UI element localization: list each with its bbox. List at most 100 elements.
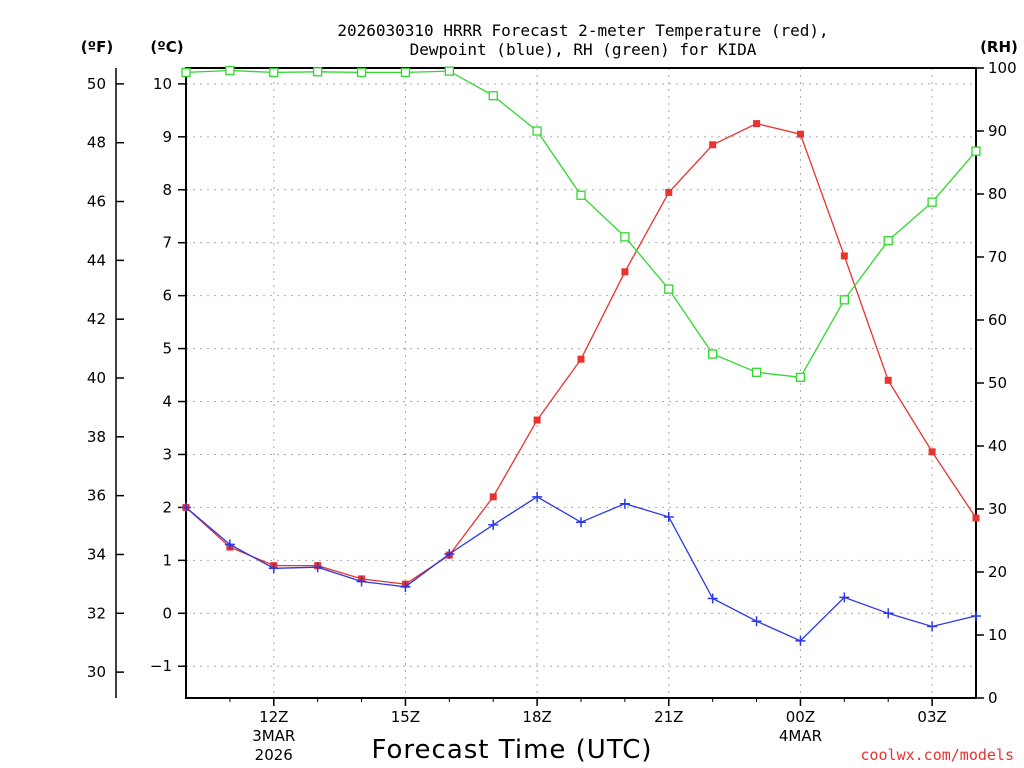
data-point — [356, 576, 367, 587]
rh-tick-label: 70 — [988, 248, 1007, 266]
data-point — [708, 349, 718, 359]
rh-tick-label: 30 — [988, 500, 1007, 518]
data-point — [971, 146, 981, 156]
data-point — [883, 608, 894, 619]
rh-tick-label: 90 — [988, 122, 1007, 140]
data-point — [928, 448, 936, 456]
data-point — [444, 66, 454, 76]
celsius-tick-label: 10 — [153, 75, 172, 93]
celsius-axis-label: (ºC) — [150, 38, 183, 56]
data-point — [269, 67, 279, 78]
data-point — [576, 517, 586, 528]
celsius-tick-label: −1 — [150, 657, 172, 675]
rh-axis-label: (RH) — [980, 38, 1018, 56]
celsius-tick-label: 0 — [162, 604, 172, 622]
data-point — [488, 91, 498, 101]
data-point — [532, 491, 543, 502]
celsius-tick-label: 7 — [162, 234, 172, 252]
fahrenheit-tick-label: 38 — [87, 428, 106, 446]
data-point — [884, 376, 892, 384]
series-layer — [181, 65, 981, 646]
data-point — [795, 635, 806, 646]
data-point — [927, 197, 937, 207]
rh-tick-label: 60 — [988, 311, 1007, 329]
fahrenheit-axis-label: (ºF) — [81, 38, 113, 56]
time-tick-label: 00Z — [786, 708, 815, 726]
gridlines — [186, 68, 976, 698]
fahrenheit-tick-label: 42 — [87, 310, 106, 328]
celsius-tick-label: 5 — [162, 340, 172, 358]
celsius-tick-label: 1 — [162, 551, 172, 569]
data-point — [927, 621, 938, 632]
time-tick-date: 4MAR — [779, 727, 822, 745]
celsius-tick-label: 2 — [162, 498, 172, 516]
data-point — [619, 498, 630, 509]
data-point — [181, 502, 191, 513]
data-point — [488, 519, 499, 530]
data-point — [225, 65, 235, 76]
data-point — [753, 120, 761, 128]
chart-title-line2: Dewpoint (blue), RH (green) for KIDA — [410, 40, 757, 59]
data-point — [576, 190, 586, 200]
series-rh — [181, 65, 981, 382]
data-point — [181, 67, 191, 78]
data-point — [795, 372, 806, 382]
celsius-tick-label: 9 — [162, 128, 172, 146]
fahrenheit-tick-label: 36 — [87, 487, 106, 505]
data-point — [400, 581, 411, 592]
data-point — [840, 252, 848, 260]
data-point — [751, 616, 762, 627]
data-point — [621, 268, 629, 276]
data-point — [663, 511, 674, 522]
data-point — [620, 232, 630, 242]
time-tick-date: 3MAR — [252, 727, 295, 745]
fahrenheit-axis: 50 48 46 44 42 40 38 36 34 32 30 — [87, 75, 124, 681]
fahrenheit-tick-label: 30 — [87, 663, 106, 681]
data-point — [313, 67, 323, 77]
fahrenheit-tick-label: 44 — [87, 251, 106, 269]
data-point — [972, 514, 980, 522]
celsius-tick-label: 4 — [162, 393, 172, 411]
data-point — [883, 235, 893, 246]
data-point — [665, 188, 673, 196]
time-tick-year: 2026 — [255, 746, 293, 764]
time-tick-label: 18Z — [522, 708, 551, 726]
data-point — [444, 549, 455, 559]
celsius-tick-label: 3 — [162, 445, 172, 463]
time-tick-label: 03Z — [917, 708, 946, 726]
rh-tick-label: 80 — [988, 185, 1007, 203]
rh-tick-label: 20 — [988, 563, 1007, 581]
credit-link[interactable]: coolwx.com/models — [860, 746, 1014, 764]
data-point — [971, 610, 981, 621]
fahrenheit-tick-label: 34 — [87, 545, 106, 563]
time-tick-label: 21Z — [654, 708, 683, 726]
data-point — [268, 563, 279, 574]
fahrenheit-tick-label: 48 — [87, 134, 106, 152]
time-tick-label: 15Z — [391, 708, 420, 726]
series-dewpoint — [181, 491, 981, 646]
data-point — [533, 416, 541, 424]
data-point — [532, 126, 542, 136]
data-point — [664, 284, 674, 294]
x-axis-label: Forecast Time (UTC) — [371, 735, 652, 765]
rh-tick-label: 100 — [988, 59, 1017, 77]
fahrenheit-tick-label: 40 — [87, 369, 106, 387]
series-line — [185, 69, 977, 378]
data-point — [356, 67, 367, 78]
data-point — [577, 355, 585, 363]
data-point — [224, 539, 235, 550]
data-point — [709, 141, 717, 149]
fahrenheit-tick-label: 46 — [87, 193, 106, 211]
rh-tick-label: 0 — [988, 689, 998, 707]
data-point — [751, 367, 762, 377]
rh-tick-label: 40 — [988, 437, 1007, 455]
data-point — [400, 67, 411, 78]
chart-title-line1: 2026030310 HRRR Forecast 2-meter Tempera… — [337, 21, 828, 40]
plot-frame — [185, 67, 977, 699]
data-point — [796, 130, 804, 138]
fahrenheit-tick-label: 32 — [87, 604, 106, 622]
data-point — [839, 592, 850, 603]
